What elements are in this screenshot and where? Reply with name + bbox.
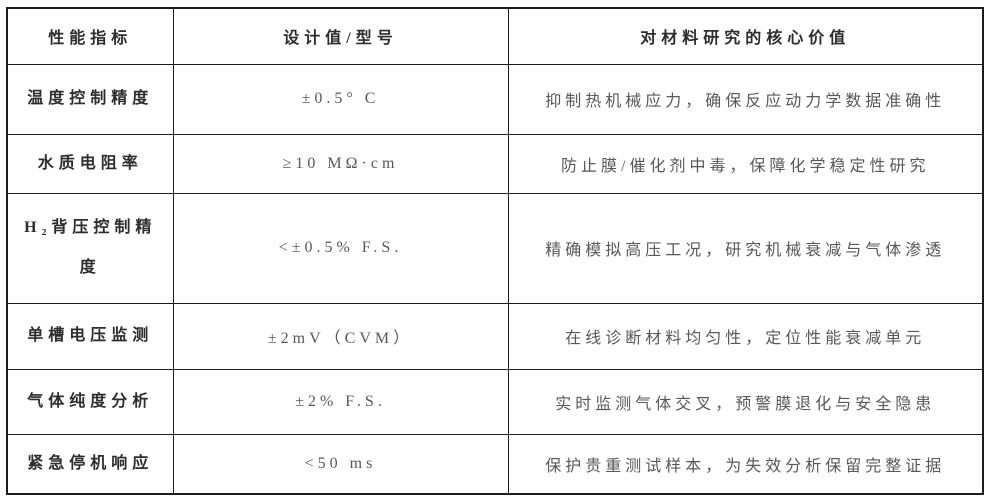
benefit-cell: 精确模拟高压工况，研究机械衰减与气体渗透 [507, 192, 984, 304]
column-header-benefit: 对材料研究的核心价值 [507, 7, 984, 65]
value-cell: <±0.5% F.S. [172, 192, 509, 304]
benefit-cell: 防止膜/催化剂中毒，保障化学稳定性研究 [507, 133, 984, 194]
table-row: 温度控制精度 ±0.5° C 抑制热机械应力，确保反应动力学数据准确性 [6, 63, 984, 135]
column-header-indicator: 性能指标 [6, 7, 174, 65]
table-row: 紧急停机响应 <50 ms 保护贵重测试样本，为失效分析保留完整证据 [6, 433, 984, 495]
value-cell: ±2mV（CVM） [172, 302, 509, 370]
value-cell: <50 ms [172, 433, 509, 495]
table-row: 水质电阻率 ≥10 MΩ·cm 防止膜/催化剂中毒，保障化学稳定性研究 [6, 133, 984, 194]
indicator-cell: 水质电阻率 [6, 133, 174, 194]
table-header-row: 性能指标 设计值/型号 对材料研究的核心价值 [6, 7, 984, 65]
benefit-cell: 实时监测气体交叉，预警膜退化与安全隐患 [507, 368, 984, 435]
value-cell: ≥10 MΩ·cm [172, 133, 509, 194]
table-row: H₂背压控制精度 <±0.5% F.S. 精确模拟高压工况，研究机械衰减与气体渗… [6, 192, 984, 304]
indicator-cell: 气体纯度分析 [6, 368, 174, 435]
value-cell: ±0.5° C [172, 63, 509, 135]
indicator-cell: 单槽电压监测 [6, 302, 174, 370]
table-row: 气体纯度分析 ±2% F.S. 实时监测气体交叉，预警膜退化与安全隐患 [6, 368, 984, 435]
indicator-cell: H₂背压控制精度 [6, 192, 174, 304]
spec-table: 性能指标 设计值/型号 对材料研究的核心价值 温度控制精度 ±0.5° C 抑制… [6, 7, 984, 495]
table-row: 单槽电压监测 ±2mV（CVM） 在线诊断材料均匀性，定位性能衰减单元 [6, 302, 984, 370]
indicator-cell: 紧急停机响应 [6, 433, 174, 495]
value-cell: ±2% F.S. [172, 368, 509, 435]
indicator-cell: 温度控制精度 [6, 63, 174, 135]
column-header-value: 设计值/型号 [172, 7, 509, 65]
benefit-cell: 保护贵重测试样本，为失效分析保留完整证据 [507, 433, 984, 495]
benefit-cell: 在线诊断材料均匀性，定位性能衰减单元 [507, 302, 984, 370]
benefit-cell: 抑制热机械应力，确保反应动力学数据准确性 [507, 63, 984, 135]
